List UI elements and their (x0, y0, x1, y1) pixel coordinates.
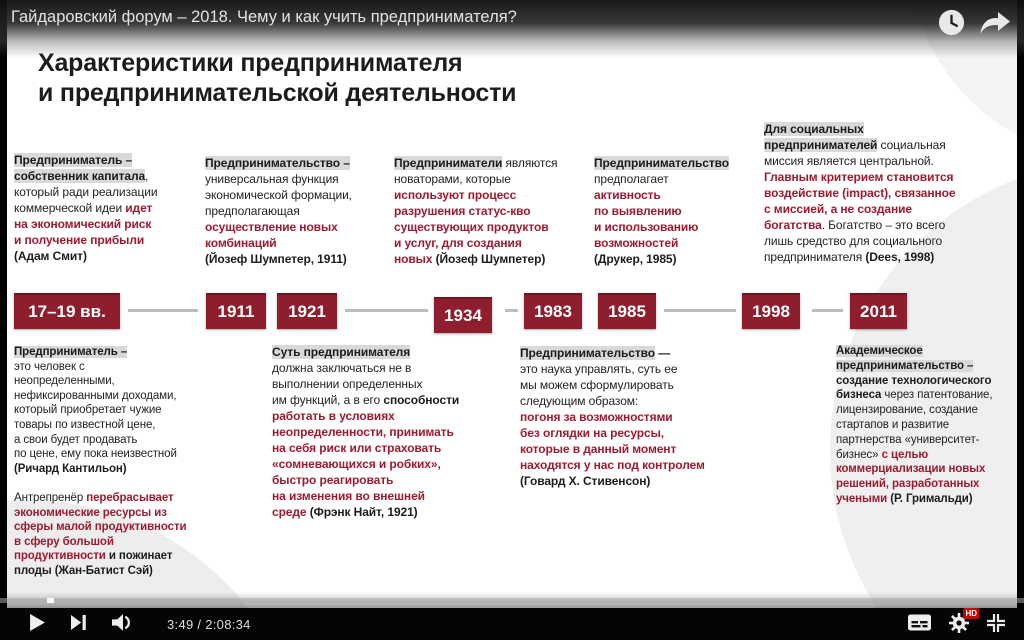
timeline-year: 17–19 вв. (14, 293, 120, 329)
timeline-connector (812, 309, 843, 312)
settings-button[interactable] (949, 612, 969, 636)
video-title: Гайдаровский форум – 2018. Чему и как уч… (11, 8, 517, 26)
next-icon (71, 615, 86, 633)
timeline-connector (128, 309, 198, 312)
timeline-year: 1934 (434, 297, 492, 333)
definition-block-schumpeter-1911: Предпринимательство – универсальная функ… (205, 156, 352, 266)
slide-frame: Характеристики предпринимателя и предпри… (7, 0, 1017, 608)
timeline-year: 1985 (598, 293, 656, 329)
definition-block-cantillon-say: Предприниматель – это человек с неопреде… (14, 346, 187, 577)
definition-block-drucker: Предпринимательство предполагает активно… (594, 156, 729, 266)
gear-icon (949, 612, 969, 636)
volume-icon (112, 614, 135, 634)
hd-quality-badge: HD (963, 607, 979, 619)
volume-button[interactable] (112, 614, 135, 634)
play-icon (30, 614, 45, 634)
timeline-connector (345, 309, 428, 312)
timeline-year: 1998 (742, 293, 800, 329)
clock-icon (937, 8, 966, 40)
share-button[interactable] (980, 11, 1010, 38)
definition-block-dees: Для социальных предпринимателей социальн… (764, 122, 956, 264)
definition-block-grimaldi: Академическое предпринимательство – созд… (836, 345, 993, 505)
subtitles-icon (907, 613, 932, 635)
definition-block-stevenson: Предпринимательство — это наука управлят… (520, 346, 705, 488)
timeline-year: 1921 (277, 293, 337, 329)
definition-block-adam-smith: Предприниматель – собственник капитала, … (14, 153, 158, 263)
progress-bar[interactable] (0, 598, 1024, 603)
watch-later-button[interactable] (937, 8, 966, 40)
timeline-year: 1983 (524, 293, 582, 329)
timeline-connector (664, 309, 736, 312)
fullscreen-icon (986, 613, 1006, 636)
next-button[interactable] (71, 615, 86, 633)
player-controls: 3:49 / 2:08:34 (0, 607, 1024, 640)
timeline-connector (505, 309, 518, 312)
timeline-year: 1911 (206, 293, 266, 329)
time-display: 3:49 / 2:08:34 (167, 616, 251, 632)
progress-buffer (47, 598, 54, 603)
share-arrow-icon (980, 11, 1010, 38)
fullscreen-button[interactable] (986, 613, 1006, 636)
play-button[interactable] (30, 614, 45, 634)
timeline-year: 2011 (850, 293, 907, 329)
definition-block-schumpeter: Предприниматели являются новаторами, кот… (394, 156, 558, 266)
top-gradient-overlay: Гайдаровский форум – 2018. Чему и как уч… (0, 0, 1024, 58)
subtitles-button[interactable] (907, 613, 932, 635)
definition-block-knight: Суть предпринимателя должна заключаться … (272, 345, 460, 519)
